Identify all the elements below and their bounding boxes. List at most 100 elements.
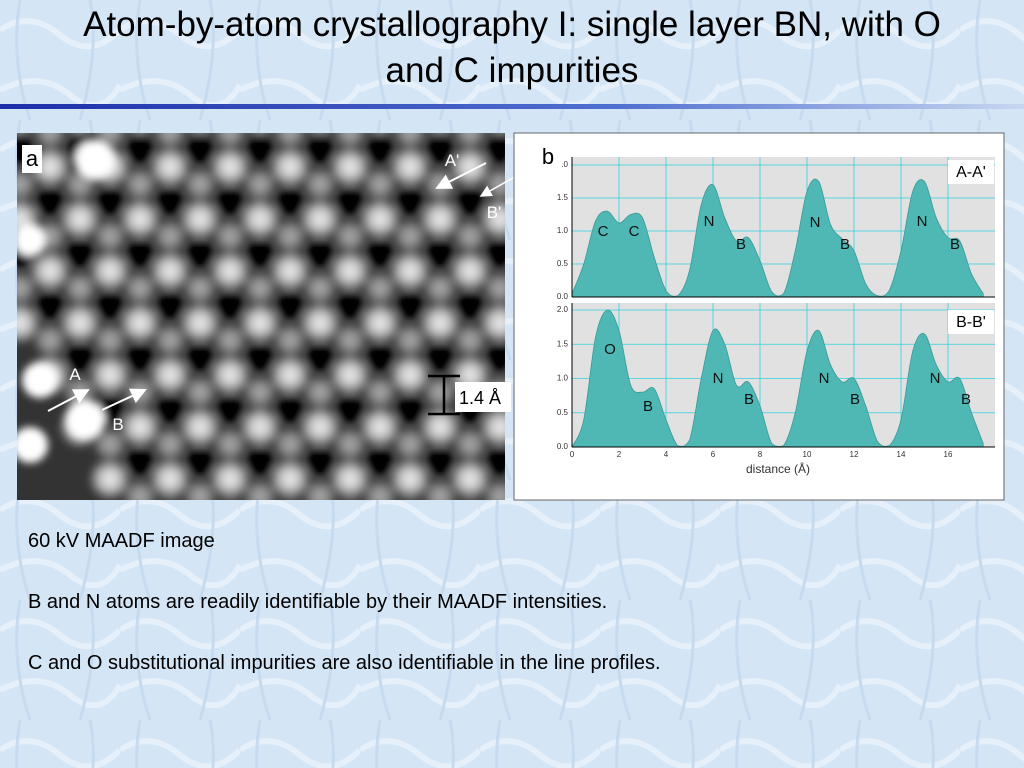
- hole: [396, 291, 424, 320]
- atom: [302, 270, 338, 307]
- atom: [152, 218, 188, 255]
- y-tick-label: 0.0: [557, 292, 569, 301]
- atom: [298, 405, 342, 449]
- y-tick-label: 1.5: [557, 193, 569, 202]
- arrow: [47, 389, 90, 412]
- x-tick-label: 2: [617, 450, 622, 459]
- atom: [332, 322, 368, 359]
- atom: [482, 478, 505, 500]
- body-text: B and N atoms are readily identifiable b…: [28, 591, 607, 613]
- y-tick-label: 0.5: [557, 259, 569, 268]
- atom: [268, 145, 312, 189]
- atom-label: N: [810, 214, 821, 231]
- hole: [216, 395, 244, 424]
- atom: [58, 301, 102, 345]
- hole: [96, 187, 124, 216]
- atom: [118, 301, 162, 345]
- atom-label: B: [736, 236, 746, 253]
- hole: [126, 239, 154, 268]
- atom-label: C: [598, 223, 609, 240]
- hole: [126, 343, 154, 372]
- hole: [486, 343, 505, 372]
- atom: [388, 249, 432, 293]
- x-tick-label: 10: [803, 450, 812, 459]
- atom: [388, 145, 432, 189]
- atom: [67, 133, 93, 137]
- atom: [88, 249, 132, 293]
- atom-label: B: [744, 391, 754, 408]
- atom: [362, 166, 398, 203]
- atom: [268, 457, 312, 500]
- marker-label: A': [445, 151, 460, 170]
- arrow: [435, 162, 487, 189]
- atom: [212, 133, 248, 151]
- x-tick-label: 6: [711, 450, 716, 459]
- atom: [247, 133, 273, 137]
- atom-label: N: [917, 213, 928, 230]
- hole: [276, 291, 304, 320]
- atom: [148, 145, 192, 189]
- atom-label: B: [950, 236, 960, 253]
- atom: [242, 166, 278, 203]
- y-tick-label: .0: [561, 160, 568, 169]
- panel-label: b: [542, 144, 554, 169]
- x-tick-label: 14: [897, 450, 906, 459]
- atom: [362, 374, 398, 411]
- hole: [246, 447, 274, 476]
- y-tick-label: 2.0: [557, 305, 569, 314]
- atom-label: B: [961, 391, 971, 408]
- atom: [212, 218, 248, 255]
- hole: [156, 395, 184, 424]
- x-tick-label: 8: [758, 450, 763, 459]
- atom-label: B: [840, 236, 850, 253]
- hole: [186, 447, 214, 476]
- profile-name: B-B': [956, 314, 986, 331]
- hole: [486, 447, 505, 476]
- atom: [127, 133, 153, 137]
- body-text: C and O substitutional impurities are al…: [28, 652, 661, 674]
- atom: [478, 197, 505, 241]
- atom: [298, 301, 342, 345]
- atom: [88, 457, 132, 500]
- atom: [482, 270, 505, 307]
- marker-label: B': [487, 203, 502, 222]
- hole: [66, 343, 94, 372]
- profile-area: [571, 178, 984, 298]
- atom: [187, 133, 213, 137]
- atom: [358, 301, 402, 345]
- hole: [396, 395, 424, 424]
- atom: [182, 270, 218, 307]
- hole: [336, 395, 364, 424]
- lattice: [17, 133, 505, 500]
- atom: [332, 133, 368, 151]
- hole: [186, 135, 214, 164]
- atom: [212, 322, 248, 359]
- atom-label: O: [604, 341, 616, 358]
- atom: [452, 322, 488, 359]
- atom: [307, 133, 333, 137]
- atom: [358, 197, 402, 241]
- atom-label: N: [930, 370, 941, 387]
- hole: [216, 291, 244, 320]
- bright-spot: [22, 362, 58, 398]
- label-box: [22, 145, 42, 173]
- bright-spot: [75, 140, 115, 180]
- hole: [486, 135, 505, 164]
- atom: [478, 405, 505, 449]
- atom: [212, 426, 248, 463]
- atom-label: B: [643, 398, 653, 415]
- atom: [448, 249, 492, 293]
- marker-label: B: [112, 415, 123, 434]
- atom: [388, 353, 432, 397]
- atom: [148, 249, 192, 293]
- hole: [216, 187, 244, 216]
- hole: [186, 343, 214, 372]
- atom: [152, 426, 188, 463]
- y-tick-label: 0.0: [557, 442, 569, 451]
- hole: [246, 343, 274, 372]
- atom: [58, 197, 102, 241]
- y-tick-label: 0.5: [557, 408, 569, 417]
- hole: [246, 239, 274, 268]
